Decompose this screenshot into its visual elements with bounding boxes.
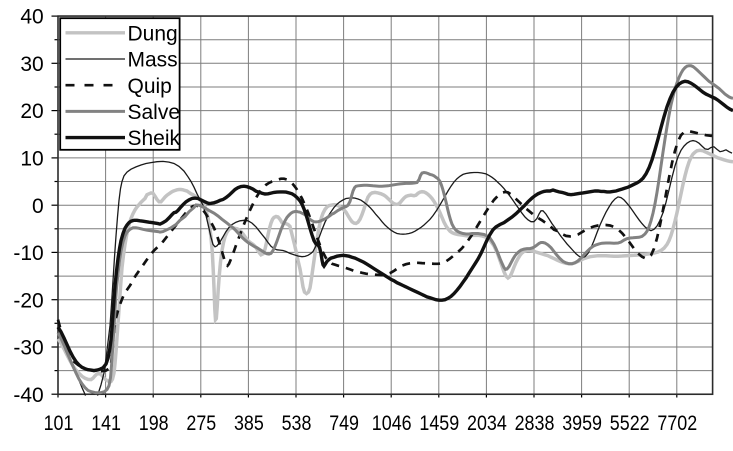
- svg-text:-40: -40: [13, 384, 43, 407]
- svg-text:385: 385: [234, 412, 264, 435]
- svg-text:2838: 2838: [515, 412, 555, 435]
- svg-text:20: 20: [20, 100, 43, 123]
- svg-text:Quip: Quip: [128, 75, 172, 98]
- svg-text:40: 40: [20, 6, 43, 29]
- svg-text:0: 0: [32, 195, 44, 218]
- svg-text:1046: 1046: [372, 412, 412, 435]
- svg-text:-20: -20: [13, 289, 43, 312]
- svg-text:1459: 1459: [419, 412, 459, 435]
- svg-text:30: 30: [20, 53, 43, 76]
- svg-text:101: 101: [44, 412, 74, 435]
- svg-text:3959: 3959: [562, 412, 602, 435]
- svg-text:-30: -30: [13, 337, 43, 360]
- svg-text:5522: 5522: [610, 412, 650, 435]
- svg-text:Salve: Salve: [128, 101, 181, 124]
- svg-text:Sheik: Sheik: [128, 127, 181, 150]
- svg-text:538: 538: [282, 412, 312, 435]
- svg-text:275: 275: [186, 412, 216, 435]
- svg-text:-10: -10: [13, 242, 43, 265]
- svg-text:7702: 7702: [657, 412, 697, 435]
- svg-text:2034: 2034: [467, 412, 507, 435]
- svg-text:198: 198: [139, 412, 169, 435]
- svg-text:Dung: Dung: [128, 22, 178, 45]
- svg-text:Mass: Mass: [128, 49, 178, 72]
- svg-text:749: 749: [329, 412, 359, 435]
- svg-text:141: 141: [91, 412, 121, 435]
- svg-text:10: 10: [20, 148, 43, 171]
